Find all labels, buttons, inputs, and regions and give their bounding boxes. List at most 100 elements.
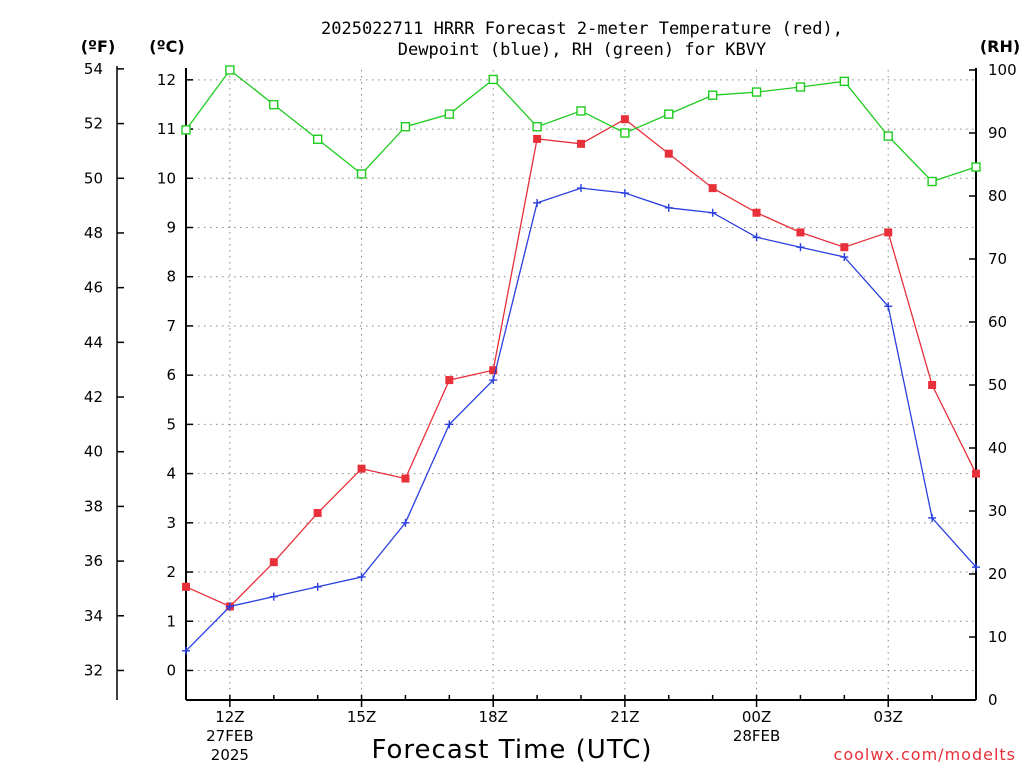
- x-tick-label-date: 28FEB: [733, 727, 780, 745]
- celsius-tick-label: 9: [166, 219, 176, 237]
- rh-point: [400, 121, 411, 132]
- rh-point: [795, 82, 806, 92]
- chart-title-line-2: Dewpoint (blue), RH (green) for KBVY: [398, 40, 766, 60]
- dewpoint-point: [796, 243, 805, 252]
- fahrenheit-tick-label: 46: [84, 279, 103, 297]
- x-tick-label-hour: 18Z: [479, 708, 508, 726]
- rh-point: [312, 134, 323, 145]
- celsius-tick-label: 3: [166, 514, 176, 532]
- temperature-point: [664, 149, 673, 158]
- celsius-tick-label: 1: [166, 612, 176, 630]
- rh-tick-label: 30: [988, 502, 1007, 520]
- rh-tick-label: 20: [988, 565, 1007, 583]
- fahrenheit-tick-label: 40: [84, 443, 103, 461]
- grid-lines: [186, 70, 976, 700]
- dewpoint-point: [401, 518, 410, 527]
- chart-title-line-1: 2025022711 HRRR Forecast 2-meter Tempera…: [321, 19, 843, 39]
- celsius-tick-label: 12: [157, 71, 176, 89]
- temperature-point: [620, 115, 629, 124]
- dewpoint-point: [269, 592, 278, 601]
- dewpoint-point: [972, 563, 980, 572]
- rh-tick-label: 40: [988, 439, 1007, 457]
- rh-unit-label: (RH): [980, 37, 1020, 56]
- fahrenheit-tick-label: 36: [84, 552, 103, 570]
- rh-tick-label: 70: [988, 250, 1007, 268]
- rh-point: [576, 106, 586, 116]
- fahrenheit-tick-label: 50: [84, 169, 103, 187]
- axes: 3234363840424446485052540123456789101112…: [84, 60, 1017, 709]
- rh-tick-label: 0: [988, 691, 998, 709]
- fahrenheit-tick-label: 42: [84, 388, 103, 406]
- temperature-point: [708, 184, 717, 193]
- temperature-point: [533, 134, 542, 143]
- x-tick-label-date: 27FEB: [206, 727, 253, 745]
- celsius-tick-label: 8: [166, 268, 176, 286]
- x-tick-label-hour: 21Z: [610, 708, 639, 726]
- dewpoint-point: [445, 420, 454, 429]
- rh-tick-label: 90: [988, 124, 1007, 142]
- rh-tick-label: 80: [988, 187, 1007, 205]
- dewpoint-point: [225, 602, 234, 611]
- temperature-point: [489, 366, 498, 375]
- celsius-tick-label: 4: [166, 465, 176, 483]
- dewpoint-point: [752, 233, 761, 242]
- dewpoint-point: [489, 376, 498, 385]
- celsius-tick-label: 6: [166, 366, 176, 384]
- temperature-point: [269, 558, 278, 567]
- fahrenheit-unit-label: (ºF): [81, 37, 116, 56]
- temperature-point: [357, 464, 366, 473]
- temperature-point: [840, 243, 849, 252]
- rh-point: [620, 128, 630, 138]
- rh-line: [185, 69, 977, 183]
- temperature-point: [401, 474, 410, 483]
- temperature-point: [577, 139, 585, 148]
- dewpoint-point: [708, 208, 717, 217]
- dewpoint-point: [928, 513, 937, 522]
- fahrenheit-tick-label: 48: [84, 224, 103, 242]
- dewpoint-point: [182, 646, 190, 655]
- data-series: [181, 65, 981, 655]
- fahrenheit-tick-label: 32: [84, 661, 103, 679]
- dewpoint-point: [884, 302, 893, 311]
- fahrenheit-tick-label: 54: [84, 60, 103, 78]
- fahrenheit-tick-label: 44: [84, 333, 103, 351]
- dewpoint-point: [664, 203, 673, 212]
- x-tick-label-year: 2025: [211, 746, 249, 764]
- rh-point: [751, 87, 762, 97]
- credit-text: coolwx.com/modelts: [834, 745, 1016, 764]
- temperature-point: [752, 208, 761, 217]
- fahrenheit-tick-label: 52: [84, 115, 103, 133]
- rh-point: [707, 90, 718, 100]
- dewpoint-point: [840, 253, 849, 262]
- celsius-tick-label: 0: [166, 661, 176, 679]
- celsius-tick-label: 10: [157, 169, 176, 187]
- rh-point: [356, 169, 367, 179]
- x-tick-label-hour: 03Z: [874, 708, 903, 726]
- rh-point: [664, 109, 674, 119]
- rh-point: [444, 109, 455, 119]
- rh-point: [225, 65, 235, 75]
- rh-point: [181, 125, 191, 135]
- dewpoint-point: [313, 582, 322, 591]
- rh-point: [927, 176, 937, 187]
- rh-tick-label: 60: [988, 313, 1007, 331]
- dewpoint-point: [533, 198, 542, 207]
- celsius-tick-label: 5: [166, 415, 176, 433]
- fahrenheit-tick-label: 38: [84, 497, 103, 515]
- rh-point: [488, 74, 498, 85]
- temperature-point: [884, 228, 893, 237]
- rh-point: [883, 131, 893, 141]
- dewpoint-point: [357, 572, 366, 581]
- celsius-tick-label: 2: [166, 563, 176, 581]
- dewpoint-point: [620, 189, 629, 198]
- temperature-point: [796, 228, 805, 237]
- x-axis-label: Forecast Time (UTC): [371, 735, 652, 765]
- temperature-point: [313, 508, 322, 517]
- temperature-point: [928, 381, 937, 389]
- temperature-point: [445, 376, 454, 385]
- x-tick-label-hour: 12Z: [215, 708, 244, 726]
- rh-point: [269, 99, 279, 110]
- dewpoint-line: [185, 187, 977, 652]
